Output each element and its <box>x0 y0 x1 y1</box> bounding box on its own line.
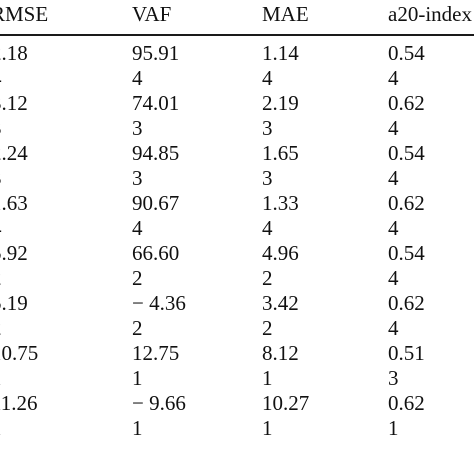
cell-mae: 8.12 <box>262 341 299 365</box>
cell-mae: 3 <box>262 116 273 140</box>
table-header: RMSE VAF MAE a20-index <box>0 0 474 36</box>
cell-vaf: 74.01 <box>132 91 180 115</box>
cell-mae: 1.65 <box>262 141 299 165</box>
cell-mae: 2 <box>262 316 273 340</box>
cell-vaf: 2 <box>132 266 143 290</box>
cell-vaf: 94.85 <box>132 141 180 165</box>
cell-a20-index: 3 <box>388 366 399 390</box>
cell-rmse: 10.75 <box>0 341 39 365</box>
cell-mae: 10.27 <box>262 391 310 415</box>
cell-mae: 2.19 <box>262 91 299 115</box>
cell-a20-index: 0.62 <box>388 391 425 415</box>
cell-rmse: 1 <box>0 416 2 441</box>
table-row: 2.24 94.85 1.65 0.54 <box>0 141 474 166</box>
table-row: 4 4 4 4 <box>0 216 474 241</box>
cell-mae: 1.33 <box>262 191 299 215</box>
table-row: 2 2 2 4 <box>0 266 474 291</box>
cell-a20-index: 4 <box>388 266 399 290</box>
cell-rmse: 5.92 <box>0 241 28 265</box>
cell-mae: 4.96 <box>262 241 299 265</box>
table-row: 1 1 1 3 <box>0 366 474 391</box>
header-a20-index: a20-index <box>388 2 472 26</box>
cell-rmse: 11.26 <box>0 391 38 415</box>
cell-a20-index: 0.62 <box>388 91 425 115</box>
results-table: RMSE VAF MAE a20-index 2.18 95.91 1.14 0.54… <box>0 0 474 441</box>
table-row: 3 3 3 4 <box>0 166 474 191</box>
cell-a20-index: 4 <box>388 166 399 190</box>
table-row: 3 3 3 4 <box>0 116 474 141</box>
header-mae: MAE <box>262 2 309 26</box>
cell-vaf: 95.91 <box>132 41 180 65</box>
cell-a20-index: 0.62 <box>388 191 425 215</box>
cell-a20-index: 4 <box>388 316 399 340</box>
table-row: 10.75 12.75 8.12 0.51 <box>0 341 474 366</box>
cell-vaf: 1 <box>132 366 143 390</box>
cell-rmse: 2 <box>0 266 2 291</box>
table-row: 4 4 4 4 <box>0 66 474 91</box>
cell-vaf: 3 <box>132 166 143 190</box>
cell-a20-index: 0.54 <box>388 41 425 65</box>
cell-vaf: 4 <box>132 216 143 240</box>
cell-mae: 1 <box>262 416 273 440</box>
cell-vaf: 1 <box>132 416 143 440</box>
cell-vaf: 12.75 <box>132 341 180 365</box>
table-row: 1.63 90.67 1.33 0.62 <box>0 191 474 216</box>
cell-a20-index: 4 <box>388 116 399 140</box>
cell-rmse: 4 <box>0 216 2 241</box>
cell-rmse: 3.12 <box>0 91 28 115</box>
cell-vaf: 90.67 <box>132 191 180 215</box>
cell-rmse: 2 <box>0 316 2 341</box>
header-vaf: VAF <box>132 2 172 26</box>
cell-vaf: − 9.66 <box>132 391 186 415</box>
cell-vaf: 2 <box>132 316 143 340</box>
cell-mae: 3 <box>262 166 273 190</box>
cell-vaf: 3 <box>132 116 143 140</box>
cell-rmse: 5.19 <box>0 291 28 315</box>
table-row: 11.26 − 9.66 10.27 0.62 <box>0 391 474 416</box>
cell-mae: 2 <box>262 266 273 290</box>
cell-rmse: 1.63 <box>0 191 28 215</box>
cell-vaf: 4 <box>132 66 143 90</box>
cell-a20-index: 4 <box>388 66 399 90</box>
cell-mae: 4 <box>262 66 273 90</box>
table-row: 2.18 95.91 1.14 0.54 <box>0 41 474 66</box>
cell-a20-index: 0.51 <box>388 341 425 365</box>
cell-mae: 4 <box>262 216 273 240</box>
cell-mae: 1 <box>262 366 273 390</box>
table-row: 3.12 74.01 2.19 0.62 <box>0 91 474 116</box>
cell-a20-index: 1 <box>388 416 399 440</box>
cell-rmse: 3 <box>0 166 2 191</box>
cell-a20-index: 4 <box>388 216 399 240</box>
cell-rmse: 2.24 <box>0 141 28 165</box>
cell-vaf: 66.60 <box>132 241 180 265</box>
cell-rmse: 3 <box>0 116 2 141</box>
table-row: 1 1 1 1 <box>0 416 474 441</box>
cell-rmse: 1 <box>0 366 2 391</box>
table-row: 2 2 2 4 <box>0 316 474 341</box>
cell-rmse: 2.18 <box>0 41 28 65</box>
cell-a20-index: 0.54 <box>388 241 425 265</box>
cell-a20-index: 0.62 <box>388 291 425 315</box>
cell-mae: 3.42 <box>262 291 299 315</box>
cell-a20-index: 0.54 <box>388 141 425 165</box>
cell-rmse: 4 <box>0 66 2 91</box>
table-row: 5.92 66.60 4.96 0.54 <box>0 241 474 266</box>
cell-vaf: − 4.36 <box>132 291 186 315</box>
table-row: 5.19 − 4.36 3.42 0.62 <box>0 291 474 316</box>
table-body: 2.1895.911.140.5444443.1274.012.190.6233… <box>0 41 474 441</box>
cell-mae: 1.14 <box>262 41 299 65</box>
header-rmse: RMSE <box>0 2 49 26</box>
